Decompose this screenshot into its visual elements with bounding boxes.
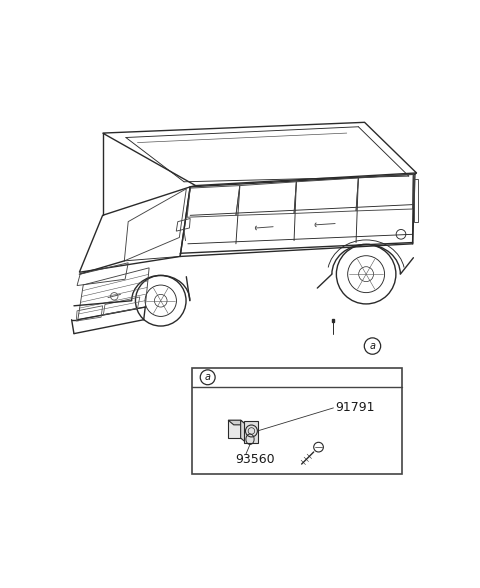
Text: a: a	[370, 341, 375, 351]
Bar	[332, 319, 334, 322]
Polygon shape	[228, 420, 240, 438]
Text: 93560: 93560	[235, 453, 275, 466]
Bar	[192, 368, 402, 474]
Polygon shape	[240, 420, 246, 443]
Polygon shape	[228, 420, 246, 425]
Polygon shape	[244, 421, 259, 443]
Text: 91791: 91791	[335, 402, 375, 415]
Text: a: a	[204, 372, 211, 382]
